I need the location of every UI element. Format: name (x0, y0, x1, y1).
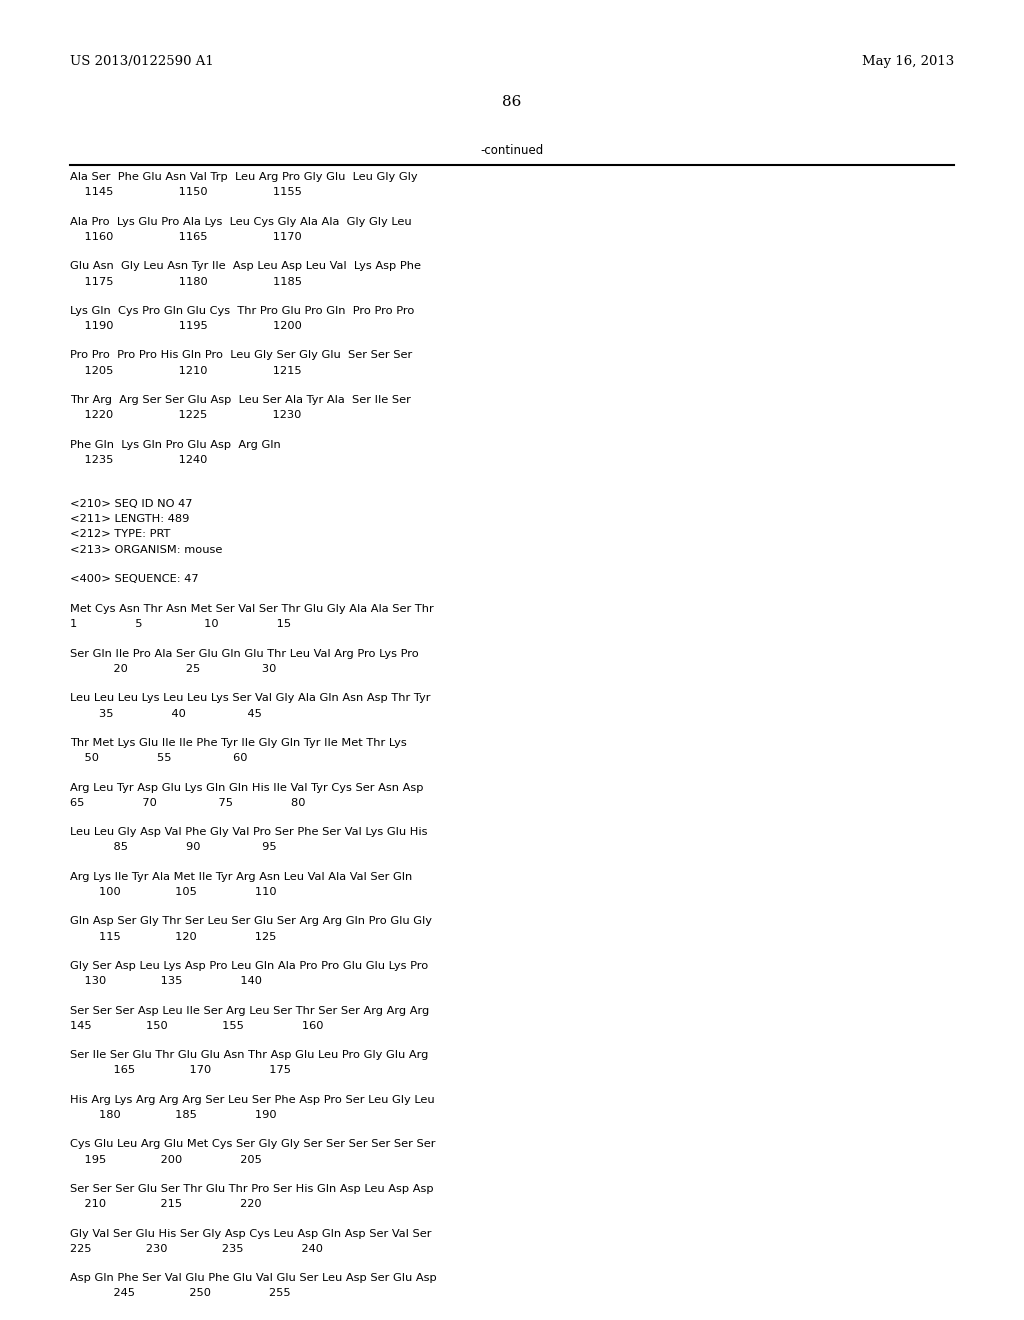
Text: Ser Ser Ser Asp Leu Ile Ser Arg Leu Ser Thr Ser Ser Arg Arg Arg: Ser Ser Ser Asp Leu Ile Ser Arg Leu Ser … (70, 1006, 429, 1015)
Text: 245               250                255: 245 250 255 (70, 1288, 291, 1299)
Text: <212> TYPE: PRT: <212> TYPE: PRT (70, 529, 170, 540)
Text: Ala Ser  Phe Glu Asn Val Trp  Leu Arg Pro Gly Glu  Leu Gly Gly: Ala Ser Phe Glu Asn Val Trp Leu Arg Pro … (70, 172, 418, 182)
Text: Glu Asn  Gly Leu Asn Tyr Ile  Asp Leu Asp Leu Val  Lys Asp Phe: Glu Asn Gly Leu Asn Tyr Ile Asp Leu Asp … (70, 261, 421, 271)
Text: 1220                  1225                  1230: 1220 1225 1230 (70, 411, 301, 420)
Text: Ser Ser Ser Glu Ser Thr Glu Thr Pro Ser His Gln Asp Leu Asp Asp: Ser Ser Ser Glu Ser Thr Glu Thr Pro Ser … (70, 1184, 433, 1195)
Text: <210> SEQ ID NO 47: <210> SEQ ID NO 47 (70, 499, 193, 508)
Text: 130               135                140: 130 135 140 (70, 977, 262, 986)
Text: 50                55                 60: 50 55 60 (70, 754, 248, 763)
Text: 100               105                110: 100 105 110 (70, 887, 276, 898)
Text: 86: 86 (503, 95, 521, 110)
Text: Thr Met Lys Glu Ile Ile Phe Tyr Ile Gly Gln Tyr Ile Met Thr Lys: Thr Met Lys Glu Ile Ile Phe Tyr Ile Gly … (70, 738, 407, 748)
Text: 210               215                220: 210 215 220 (70, 1200, 261, 1209)
Text: Asp Gln Phe Ser Val Glu Phe Glu Val Glu Ser Leu Asp Ser Glu Asp: Asp Gln Phe Ser Val Glu Phe Glu Val Glu … (70, 1274, 437, 1283)
Text: <400> SEQUENCE: 47: <400> SEQUENCE: 47 (70, 574, 199, 585)
Text: Ala Pro  Lys Glu Pro Ala Lys  Leu Cys Gly Ala Ala  Gly Gly Leu: Ala Pro Lys Glu Pro Ala Lys Leu Cys Gly … (70, 216, 412, 227)
Text: 35                40                 45: 35 40 45 (70, 709, 262, 718)
Text: 195               200                205: 195 200 205 (70, 1155, 262, 1164)
Text: 1205                  1210                  1215: 1205 1210 1215 (70, 366, 302, 376)
Text: Leu Leu Leu Lys Leu Leu Lys Ser Val Gly Ala Gln Asn Asp Thr Tyr: Leu Leu Leu Lys Leu Leu Lys Ser Val Gly … (70, 693, 430, 704)
Text: 225               230               235                240: 225 230 235 240 (70, 1243, 323, 1254)
Text: 1160                  1165                  1170: 1160 1165 1170 (70, 232, 302, 242)
Text: 180               185                190: 180 185 190 (70, 1110, 276, 1121)
Text: Leu Leu Gly Asp Val Phe Gly Val Pro Ser Phe Ser Val Lys Glu His: Leu Leu Gly Asp Val Phe Gly Val Pro Ser … (70, 828, 427, 837)
Text: 1145                  1150                  1155: 1145 1150 1155 (70, 187, 302, 197)
Text: Gly Val Ser Glu His Ser Gly Asp Cys Leu Asp Gln Asp Ser Val Ser: Gly Val Ser Glu His Ser Gly Asp Cys Leu … (70, 1229, 431, 1238)
Text: 1175                  1180                  1185: 1175 1180 1185 (70, 276, 302, 286)
Text: Pro Pro  Pro Pro His Gln Pro  Leu Gly Ser Gly Glu  Ser Ser Ser: Pro Pro Pro Pro His Gln Pro Leu Gly Ser … (70, 350, 413, 360)
Text: <213> ORGANISM: mouse: <213> ORGANISM: mouse (70, 545, 222, 554)
Text: Gln Asp Ser Gly Thr Ser Leu Ser Glu Ser Arg Arg Gln Pro Glu Gly: Gln Asp Ser Gly Thr Ser Leu Ser Glu Ser … (70, 916, 432, 927)
Text: 65                70                 75                80: 65 70 75 80 (70, 797, 305, 808)
Text: Lys Gln  Cys Pro Gln Glu Cys  Thr Pro Glu Pro Gln  Pro Pro Pro: Lys Gln Cys Pro Gln Glu Cys Thr Pro Glu … (70, 306, 415, 315)
Text: 85                90                 95: 85 90 95 (70, 842, 276, 853)
Text: Cys Glu Leu Arg Glu Met Cys Ser Gly Gly Ser Ser Ser Ser Ser Ser: Cys Glu Leu Arg Glu Met Cys Ser Gly Gly … (70, 1139, 435, 1150)
Text: US 2013/0122590 A1: US 2013/0122590 A1 (70, 55, 214, 69)
Text: Gly Ser Asp Leu Lys Asp Pro Leu Gln Ala Pro Pro Glu Glu Lys Pro: Gly Ser Asp Leu Lys Asp Pro Leu Gln Ala … (70, 961, 428, 972)
Text: Thr Arg  Arg Ser Ser Glu Asp  Leu Ser Ala Tyr Ala  Ser Ile Ser: Thr Arg Arg Ser Ser Glu Asp Leu Ser Ala … (70, 395, 411, 405)
Text: Ser Gln Ile Pro Ala Ser Glu Gln Glu Thr Leu Val Arg Pro Lys Pro: Ser Gln Ile Pro Ala Ser Glu Gln Glu Thr … (70, 649, 419, 659)
Text: Arg Leu Tyr Asp Glu Lys Gln Gln His Ile Val Tyr Cys Ser Asn Asp: Arg Leu Tyr Asp Glu Lys Gln Gln His Ile … (70, 783, 424, 792)
Text: May 16, 2013: May 16, 2013 (862, 55, 954, 69)
Text: 1190                  1195                  1200: 1190 1195 1200 (70, 321, 302, 331)
Text: His Arg Lys Arg Arg Arg Ser Leu Ser Phe Asp Pro Ser Leu Gly Leu: His Arg Lys Arg Arg Arg Ser Leu Ser Phe … (70, 1094, 434, 1105)
Text: 165               170                175: 165 170 175 (70, 1065, 291, 1076)
Text: 1235                  1240: 1235 1240 (70, 455, 208, 465)
Text: -continued: -continued (480, 144, 544, 157)
Text: 115               120                125: 115 120 125 (70, 932, 276, 941)
Text: 145               150               155                160: 145 150 155 160 (70, 1020, 324, 1031)
Text: Phe Gln  Lys Gln Pro Glu Asp  Arg Gln: Phe Gln Lys Gln Pro Glu Asp Arg Gln (70, 440, 281, 450)
Text: Arg Lys Ile Tyr Ala Met Ile Tyr Arg Asn Leu Val Ala Val Ser Gln: Arg Lys Ile Tyr Ala Met Ile Tyr Arg Asn … (70, 871, 413, 882)
Text: 20                25                 30: 20 25 30 (70, 664, 276, 675)
Text: 1                5                 10                15: 1 5 10 15 (70, 619, 291, 630)
Text: Met Cys Asn Thr Asn Met Ser Val Ser Thr Glu Gly Ala Ala Ser Thr: Met Cys Asn Thr Asn Met Ser Val Ser Thr … (70, 605, 434, 614)
Text: <211> LENGTH: 489: <211> LENGTH: 489 (70, 513, 189, 524)
Text: Ser Ile Ser Glu Thr Glu Glu Asn Thr Asp Glu Leu Pro Gly Glu Arg: Ser Ile Ser Glu Thr Glu Glu Asn Thr Asp … (70, 1051, 428, 1060)
